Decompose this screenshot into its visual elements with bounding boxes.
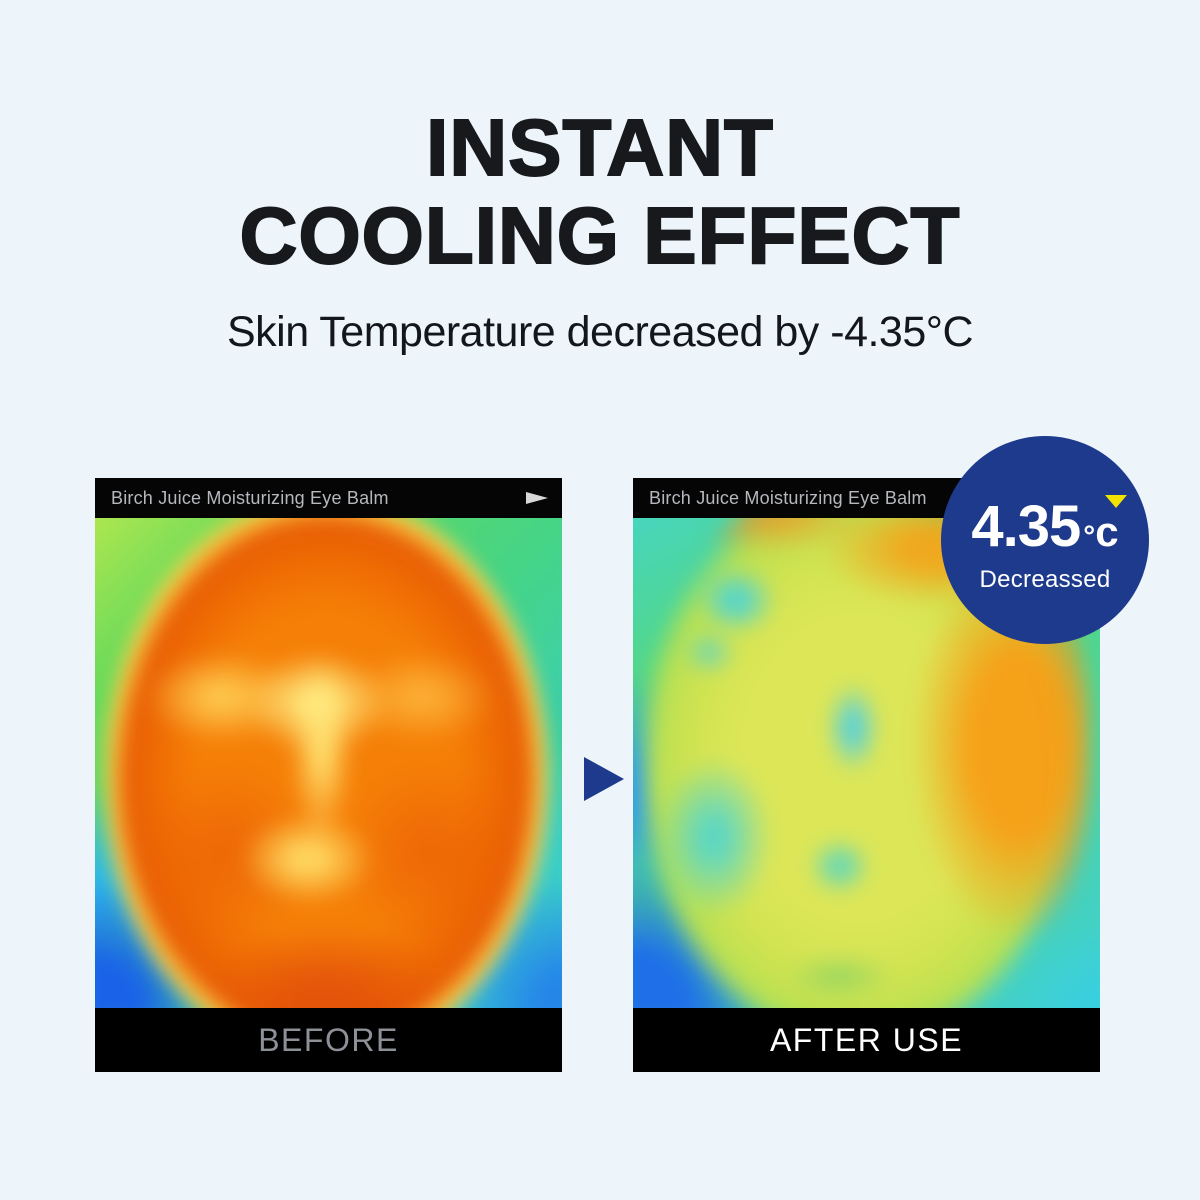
- title-line-1: INSTANT: [425, 103, 774, 193]
- title-line-2: COOLING EFFECT: [239, 191, 961, 281]
- thermal-before-face: [104, 518, 558, 1008]
- badge-caption: Decreassed: [979, 566, 1111, 593]
- celsius-letter: c: [1095, 508, 1119, 555]
- before-card-header-bar: Birch Juice Moisturizing Eye Balm: [95, 478, 562, 518]
- subtitle: Skin Temperature decreased by -4.35°C: [226, 308, 974, 356]
- after-label-bar: AFTER USE: [633, 1008, 1100, 1072]
- badge-unit: ° c: [1083, 495, 1127, 555]
- before-card-title: Birch Juice Moisturizing Eye Balm: [111, 487, 389, 508]
- down-triangle-icon: [1104, 495, 1127, 508]
- badge-value-line: 4.35 ° c: [971, 494, 1127, 559]
- page-title: INSTANT COOLING EFFECT: [0, 103, 1200, 281]
- before-card: Birch Juice Moisturizing Eye Balm BEFORE: [95, 478, 562, 1072]
- thermal-image-before: [95, 518, 562, 1008]
- badge-value: 4.35: [971, 494, 1081, 559]
- play-icon: [526, 492, 548, 504]
- before-label-bar: BEFORE: [95, 1008, 562, 1072]
- after-card-title: Birch Juice Moisturizing Eye Balm: [649, 487, 927, 508]
- right-arrow-icon: [584, 757, 624, 801]
- decrease-badge: 4.35 ° c Decreassed: [941, 436, 1149, 644]
- degree-symbol: °: [1083, 520, 1096, 553]
- before-label: BEFORE: [258, 1021, 399, 1058]
- after-label: AFTER USE: [769, 1021, 964, 1058]
